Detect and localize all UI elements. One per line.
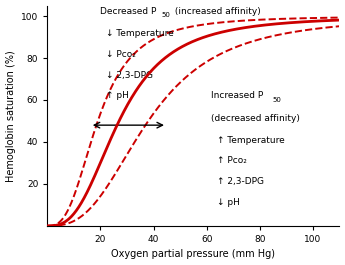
Text: ↑ Pco₂: ↑ Pco₂ (217, 156, 247, 165)
Text: ↑ Temperature: ↑ Temperature (217, 135, 285, 144)
Text: ↑ pH: ↑ pH (106, 91, 129, 100)
Text: (decreased affinity): (decreased affinity) (211, 113, 300, 122)
Text: ↓ Pco₂: ↓ Pco₂ (106, 50, 136, 59)
Text: Increased P: Increased P (211, 91, 263, 100)
Text: (increased affinity): (increased affinity) (172, 7, 261, 16)
Text: 50: 50 (273, 97, 282, 103)
Text: 50: 50 (162, 12, 171, 18)
Text: ↑ 2,3-DPG: ↑ 2,3-DPG (217, 177, 264, 186)
X-axis label: Oxygen partial pressure (mm Hg): Oxygen partial pressure (mm Hg) (111, 249, 275, 259)
Text: ↓ 2,3-DPG: ↓ 2,3-DPG (106, 70, 153, 80)
Y-axis label: Hemoglobin saturation (%): Hemoglobin saturation (%) (6, 50, 16, 182)
Text: ↓ pH: ↓ pH (217, 198, 240, 207)
Text: ↓ Temperature: ↓ Temperature (106, 29, 174, 38)
Text: Decreased P: Decreased P (100, 7, 156, 16)
